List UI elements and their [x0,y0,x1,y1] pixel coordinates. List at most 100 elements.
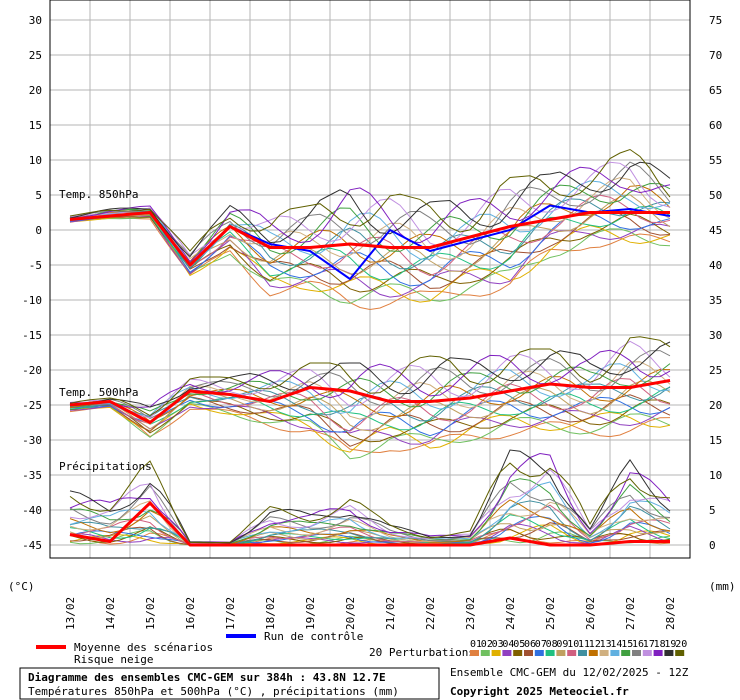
perturbation-line-t850 [69,166,671,263]
y-right-tick-label: 70 [709,49,722,62]
perturbation-swatch [632,650,641,656]
perturbation-id-label: 14 [610,639,622,650]
perturbation-id-label: 07 [535,639,547,650]
perturbation-line-t850 [69,161,671,256]
y-left-tick-label: 15 [29,119,42,132]
perturbation-id-label: 18 [654,639,666,650]
x-tick-label: 24/02 [504,597,517,630]
perturbation-swatch [653,650,663,656]
y-left-tick-label: 30 [29,14,42,27]
perturbation-line-t850 [69,161,671,258]
perturbation-id-label: 15 [621,639,633,650]
x-tick-label: 20/02 [344,597,357,630]
y-right-tick-label: 45 [709,224,722,237]
label-t850: Temp. 850hPa [59,188,138,201]
mean-legend-label: Moyenne des scénarios [74,641,213,654]
y-left-tick-label: -45 [22,539,42,552]
mean-line-precip [69,501,670,547]
perturbation-id-label: 20 [675,639,687,650]
run-info: Ensemble CMC-GEM du 12/02/2025 - 12Z [450,666,689,679]
control-legend-label: Run de contrôle [264,630,363,643]
left-unit: (°C) [8,580,35,593]
perturbation-swatch [513,650,523,656]
perturbation-id-label: 01 [470,639,482,650]
perturbation-swatch [470,650,479,656]
mean-lines [69,211,671,547]
y-right-tick-label: 60 [709,119,722,132]
perturbation-id-label: 08 [546,639,558,650]
perturbation-line-t500 [69,368,671,422]
x-tick-label: 23/02 [464,597,477,630]
perturbation-id-label: 02 [481,639,493,650]
y-right-tick-label: 55 [709,154,722,167]
perturbation-id-label: 09 [556,639,568,650]
perturbation-line-t500 [69,405,671,454]
footer-box [19,667,440,700]
x-axis-ticks: 13/02 14/02 15/02 16/02 17/02 18/02 19/02 20/02… [64,597,677,630]
perturbation-swatch [545,650,555,656]
y-left-tick-label: -10 [22,294,42,307]
x-tick-label: 14/02 [104,597,117,630]
perturbation-swatch [599,650,609,656]
perturbation-id-label: 17 [643,639,655,650]
perturbation-line-precip [69,515,671,545]
perturbation-swatch [502,650,512,656]
chart-grid [49,0,691,558]
y-right-tick-label: 35 [709,294,722,307]
perturbation-swatch [534,650,544,656]
perturbation-id-label: 03 [492,639,504,650]
right-unit: (mm) [709,580,736,593]
snow-legend-label: Risque neige [74,653,153,666]
perturbation-line-precip [69,481,671,545]
y-right-tick-label: 50 [709,189,722,202]
perturbation-swatch [664,650,674,656]
perturbation-swatch [588,650,598,656]
perturbation-swatch [578,650,587,656]
perturbation-line-precip [69,504,671,545]
label-t500: Temp. 500hPa [59,386,138,399]
perturbation-line-t500 [69,380,671,432]
y-right-tick-label: 40 [709,259,722,272]
y-left-tick-label: 0 [35,224,42,237]
x-tick-label: 18/02 [264,597,277,630]
perturbation-swatch [556,650,566,656]
perturbation-line-t500 [69,386,671,431]
perturbation-line-t850 [69,148,671,252]
mean-line-t850 [69,211,670,267]
perturbation-line-t500 [69,336,671,417]
y-left-tick-label: 20 [29,84,42,97]
footer-subtitle: Températures 850hPa et 500hPa (°C) , pré… [28,685,399,698]
left-axis-ticks: 30 25 20 15 10 5 0 -5 -10 -15 -20 -25 -30 -35 -40 -45 [22,14,42,552]
perturbation-line-precip [69,452,671,543]
y-left-tick-label: -15 [22,329,42,342]
perturbation-id-label: 12 [589,639,601,650]
perturbation-swatch [610,650,620,656]
perturbation-id-label: 05 [513,639,525,650]
x-tick-label: 19/02 [304,597,317,630]
perturbation-id-label: 11 [578,639,590,650]
mean-line-t500 [69,379,671,424]
label-precip: Précipitations [59,460,152,473]
y-right-tick-label: 5 [709,504,716,517]
perturbation-id-label: 04 [502,639,514,650]
perturbation-line-t500 [69,402,671,460]
perturbation-line-precip [69,530,671,546]
perturbation-line-precip [69,500,671,545]
perturbation-line-t850 [69,205,671,281]
y-left-tick-label: 5 [35,189,42,202]
y-left-tick-label: -25 [22,399,42,412]
y-left-tick-label: 25 [29,49,42,62]
perturbation-line-precip [69,468,671,544]
x-tick-label: 16/02 [184,597,197,630]
y-left-tick-label: -30 [22,434,42,447]
plot-frame [49,0,691,559]
perturbation-id-label: 13 [600,639,612,650]
y-left-tick-label: 10 [29,154,42,167]
y-left-tick-label: -40 [22,504,42,517]
x-tick-label: 13/02 [64,597,77,630]
y-right-tick-label: 15 [709,434,722,447]
x-tick-label: 26/02 [584,597,597,630]
perturbation-id-label: 19 [664,639,676,650]
